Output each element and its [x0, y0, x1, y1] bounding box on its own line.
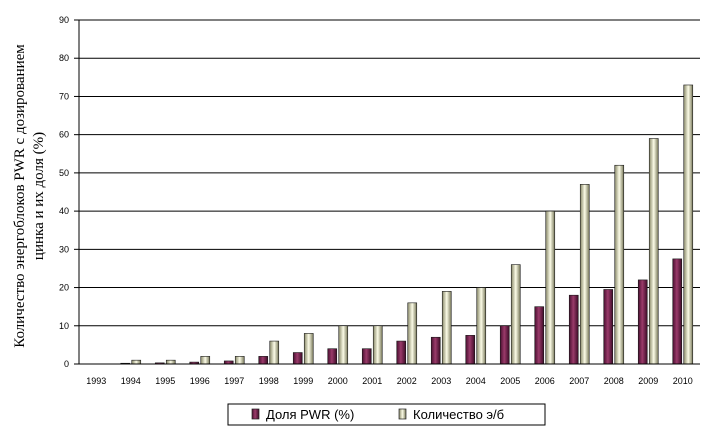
- y-tick-label: 70: [59, 91, 69, 101]
- x-tick-label: 1994: [121, 376, 141, 386]
- bar-unit-count: [234, 356, 245, 365]
- legend-label-count: Количество э/б: [413, 407, 504, 422]
- bar-pwr-share: [603, 289, 614, 365]
- y-tick-label: 40: [59, 206, 69, 216]
- x-axis-ticks: 1993 1994 1995 1996 1997 1998 1999 2000 2001 2002…: [86, 376, 693, 386]
- legend-box: [227, 403, 546, 426]
- y-tick-label: 20: [59, 283, 69, 293]
- y-tick-label: 50: [59, 168, 69, 178]
- legend-label-pwr: Доля PWR (%): [266, 407, 354, 422]
- bar-unit-count: [476, 287, 487, 365]
- x-tick-label: 2000: [328, 376, 348, 386]
- bar-unit-count: [545, 210, 556, 365]
- y-tick-label: 30: [59, 244, 69, 254]
- axes: [78, 20, 700, 365]
- bar-pwr-share: [672, 258, 683, 365]
- x-tick-label: 2004: [466, 376, 486, 386]
- bar-unit-count: [683, 84, 694, 365]
- y-tick-label: 0: [64, 359, 69, 369]
- x-tick-label: 2006: [535, 376, 555, 386]
- x-tick-label: 1999: [293, 376, 313, 386]
- x-tick-label: 1996: [190, 376, 210, 386]
- bar-unit-count: [579, 184, 590, 365]
- bar-unit-count: [131, 359, 142, 365]
- legend-swatch-count: [398, 408, 407, 420]
- y-axis-ticks: 0 10 20 30 40 50 60 70 80 90: [59, 15, 79, 369]
- y-tick-label: 80: [59, 53, 69, 63]
- x-tick-label: 2007: [569, 376, 589, 386]
- x-tick-label: 1997: [224, 376, 244, 386]
- x-tick-label: 1993: [86, 376, 106, 386]
- x-tick-label: 2010: [673, 376, 693, 386]
- legend-swatch-pwr: [251, 408, 260, 420]
- x-tick-label: 2008: [604, 376, 624, 386]
- gridlines: [79, 19, 700, 327]
- x-tick-label: 1995: [155, 376, 175, 386]
- bar-pwr-share: [292, 352, 303, 365]
- x-tick-label: 2009: [638, 376, 658, 386]
- bar-pwr-share: [258, 356, 269, 365]
- x-tick-label: 2005: [500, 376, 520, 386]
- x-tick-label: 2001: [362, 376, 382, 386]
- bar-unit-count: [165, 359, 176, 365]
- y-tick-label: 10: [59, 321, 69, 331]
- bar-unit-count: [372, 325, 383, 365]
- y-axis-title-line-2: цинка и их доля (%): [31, 132, 47, 260]
- bar-pwr-share: [327, 348, 338, 365]
- bar-unit-count: [200, 356, 211, 365]
- bar-pwr-share: [534, 306, 545, 365]
- bar-pwr-share: [465, 335, 476, 365]
- x-tick-label: 2003: [431, 376, 451, 386]
- bar-pwr-share: [396, 340, 407, 365]
- bar-unit-count: [269, 340, 280, 365]
- bar-unit-count: [648, 138, 659, 365]
- bars: [120, 84, 694, 365]
- bar-pwr-share: [499, 325, 510, 365]
- bar-pwr-share: [637, 279, 648, 365]
- bar-unit-count: [407, 302, 418, 365]
- x-tick-label: 2002: [397, 376, 417, 386]
- bar-unit-count: [441, 291, 452, 365]
- bar-unit-count: [303, 333, 314, 365]
- bar-pwr-share: [430, 336, 441, 365]
- bar-unit-count: [614, 164, 625, 365]
- bar-pwr-share: [361, 348, 372, 365]
- bar-unit-count: [510, 264, 521, 365]
- x-tick-label: 1998: [259, 376, 279, 386]
- y-axis-title-line-1: Количество энергоблоков PWR с дозировани…: [12, 44, 28, 348]
- bar-unit-count: [338, 325, 349, 365]
- bar-pwr-share: [568, 294, 579, 365]
- y-tick-label: 90: [59, 15, 69, 25]
- y-tick-label: 60: [59, 130, 69, 140]
- legend: Доля PWR (%) Количество э/б: [227, 403, 546, 426]
